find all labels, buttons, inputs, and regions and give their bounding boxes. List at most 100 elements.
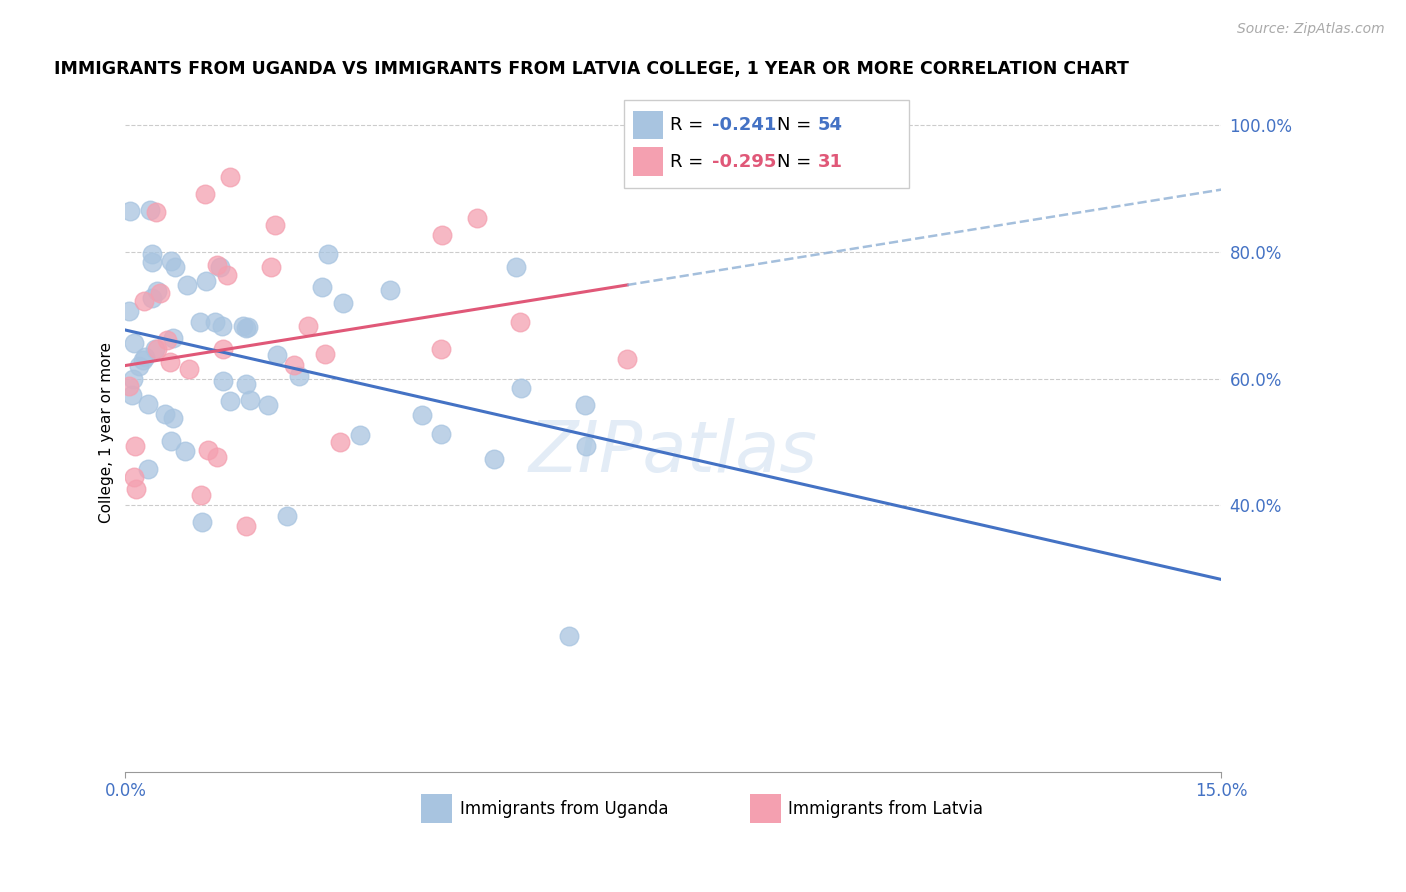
Point bbox=[510, 381, 533, 395]
Point bbox=[146, 284, 169, 298]
Point bbox=[163, 260, 186, 275]
Point bbox=[118, 303, 141, 318]
Point bbox=[505, 260, 527, 274]
Point bbox=[141, 246, 163, 260]
Point bbox=[287, 369, 309, 384]
FancyBboxPatch shape bbox=[633, 147, 664, 176]
Point bbox=[121, 388, 143, 402]
Text: R =: R = bbox=[671, 153, 709, 170]
Point bbox=[349, 427, 371, 442]
Text: N =: N = bbox=[778, 116, 817, 134]
Point bbox=[297, 319, 319, 334]
Text: 31: 31 bbox=[818, 153, 844, 170]
Point bbox=[411, 408, 433, 422]
Point bbox=[124, 439, 146, 453]
Point bbox=[153, 407, 176, 421]
Point bbox=[197, 443, 219, 458]
Point bbox=[239, 392, 262, 407]
Point bbox=[134, 351, 156, 365]
Point bbox=[211, 318, 233, 333]
Point bbox=[125, 482, 148, 496]
Point bbox=[141, 255, 163, 269]
Point bbox=[136, 397, 159, 411]
Point bbox=[174, 444, 197, 458]
Text: R =: R = bbox=[671, 116, 709, 134]
Point bbox=[484, 451, 506, 466]
Point bbox=[212, 342, 235, 356]
Point bbox=[205, 450, 228, 464]
Point bbox=[118, 379, 141, 393]
Point bbox=[276, 509, 298, 524]
Point bbox=[616, 351, 638, 366]
Point bbox=[204, 315, 226, 329]
Point bbox=[134, 294, 156, 309]
Point bbox=[159, 254, 181, 268]
Text: 54: 54 bbox=[818, 116, 844, 134]
Text: Immigrants from Latvia: Immigrants from Latvia bbox=[789, 799, 983, 818]
Y-axis label: College, 1 year or more: College, 1 year or more bbox=[100, 342, 114, 523]
Point bbox=[260, 260, 283, 274]
Text: Source: ZipAtlas.com: Source: ZipAtlas.com bbox=[1237, 22, 1385, 37]
Point bbox=[162, 411, 184, 425]
Point bbox=[557, 629, 579, 643]
Point bbox=[190, 515, 212, 529]
Point bbox=[314, 346, 336, 360]
Point bbox=[159, 355, 181, 369]
Point bbox=[235, 519, 257, 533]
Point bbox=[209, 260, 232, 274]
Point bbox=[574, 398, 596, 412]
Point bbox=[212, 374, 235, 388]
Point bbox=[194, 274, 217, 288]
Point bbox=[146, 342, 169, 356]
Point bbox=[311, 279, 333, 293]
Point bbox=[329, 434, 352, 449]
Point bbox=[264, 219, 287, 233]
Point bbox=[177, 362, 200, 376]
Point bbox=[120, 204, 142, 219]
Point bbox=[217, 268, 239, 282]
FancyBboxPatch shape bbox=[624, 100, 908, 188]
Point bbox=[232, 319, 254, 334]
Point bbox=[141, 291, 163, 305]
Point bbox=[430, 342, 453, 356]
Point bbox=[378, 283, 401, 297]
Point bbox=[316, 247, 339, 261]
Point bbox=[205, 259, 228, 273]
Text: IMMIGRANTS FROM UGANDA VS IMMIGRANTS FROM LATVIA COLLEGE, 1 YEAR OR MORE CORRELA: IMMIGRANTS FROM UGANDA VS IMMIGRANTS FRO… bbox=[55, 60, 1129, 78]
Text: N =: N = bbox=[778, 153, 817, 170]
Point bbox=[162, 331, 184, 345]
Point bbox=[149, 285, 172, 300]
Text: ZIPatlas: ZIPatlas bbox=[529, 418, 818, 487]
Point bbox=[283, 358, 305, 372]
Point bbox=[332, 295, 354, 310]
FancyBboxPatch shape bbox=[422, 795, 451, 823]
Point bbox=[235, 321, 257, 335]
Point bbox=[131, 352, 153, 367]
Point bbox=[122, 372, 145, 386]
Point bbox=[139, 202, 162, 217]
Point bbox=[238, 320, 260, 334]
Text: Immigrants from Uganda: Immigrants from Uganda bbox=[460, 799, 668, 818]
Point bbox=[124, 469, 146, 483]
Point bbox=[194, 187, 217, 202]
Point bbox=[467, 211, 489, 226]
Point bbox=[160, 434, 183, 448]
Point bbox=[128, 359, 150, 373]
Point bbox=[430, 427, 453, 442]
Point bbox=[136, 462, 159, 476]
Point bbox=[575, 439, 598, 453]
Point bbox=[190, 488, 212, 502]
Point bbox=[266, 348, 288, 362]
Text: -0.241: -0.241 bbox=[711, 116, 776, 134]
Point bbox=[235, 376, 257, 391]
Point bbox=[219, 170, 242, 185]
Point bbox=[188, 315, 211, 329]
Point bbox=[218, 393, 240, 408]
Point bbox=[143, 342, 166, 356]
Point bbox=[176, 277, 198, 292]
Point bbox=[257, 398, 280, 412]
Point bbox=[509, 316, 531, 330]
FancyBboxPatch shape bbox=[633, 111, 664, 139]
Point bbox=[145, 205, 167, 219]
Point bbox=[430, 227, 453, 242]
